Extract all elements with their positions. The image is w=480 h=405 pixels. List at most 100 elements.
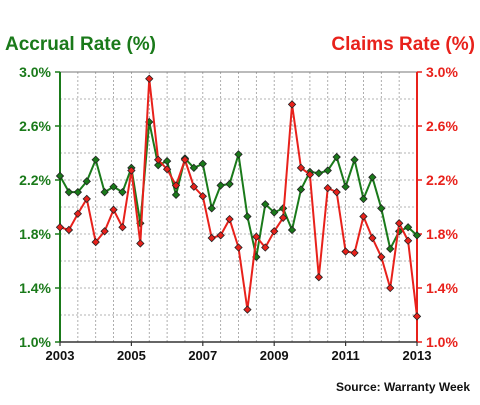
claims-data-point [216, 231, 225, 240]
claims-data-point [341, 247, 350, 256]
accrual-data-point [198, 159, 207, 168]
accrual-data-point [73, 187, 83, 197]
claims-data-point [305, 170, 315, 179]
accrual-data-point [350, 155, 359, 164]
x-tick-label: 2009 [260, 348, 289, 363]
claims-data-point [278, 213, 288, 222]
left-y-tick-label: 3.0% [19, 64, 51, 80]
series-layer [55, 74, 422, 321]
gridlines [60, 71, 417, 342]
accrual-data-point [171, 190, 181, 200]
left-y-tick-label: 1.0% [19, 334, 51, 350]
accrual-data-point [162, 156, 172, 166]
x-tick-label: 2011 [331, 348, 359, 363]
claims-data-point [207, 233, 216, 243]
claims-data-point [118, 223, 127, 232]
claims-data-point [394, 219, 404, 228]
claims-data-point [332, 187, 341, 197]
source-note: Source: Warranty Week [336, 380, 470, 394]
claims-data-point [261, 243, 270, 252]
claims-data-point [252, 232, 261, 241]
axes [55, 71, 422, 346]
x-tick-label: 2003 [46, 348, 75, 363]
claims-data-point [136, 239, 145, 248]
accrual-data-point [332, 152, 341, 162]
right-y-tick-label: 2.6% [426, 118, 458, 134]
claims-data-point [234, 243, 243, 252]
claims-data-point [359, 212, 368, 221]
claims-data-point [198, 192, 207, 201]
claims-data-point [127, 166, 136, 175]
claims-data-point [225, 214, 234, 224]
accrual-data-point [412, 231, 422, 240]
accrual-data-point [234, 150, 243, 159]
accrual-data-point [64, 187, 74, 197]
accrual-data-point [154, 160, 163, 170]
accrual-data-point [377, 204, 386, 213]
claims-data-point [323, 183, 332, 193]
accrual-data-point [261, 200, 270, 209]
claims-data-point [109, 205, 118, 214]
accrual-data-point [296, 185, 306, 194]
left-y-tick-label: 1.4% [19, 280, 51, 296]
x-tick-label: 2007 [188, 348, 217, 363]
claims-data-point [314, 273, 323, 282]
left-y-tick-label: 1.8% [19, 226, 51, 242]
claims-data-point [412, 312, 422, 321]
claims-data-point [154, 155, 163, 164]
claims-data-point [377, 252, 386, 262]
left-y-tick-label: 2.6% [19, 118, 51, 134]
accrual-data-point [100, 187, 109, 197]
claims-data-point [100, 227, 109, 236]
claims-data-point [189, 182, 199, 191]
claims-data-point [403, 236, 413, 245]
accrual-data-point [341, 182, 350, 191]
claims-data-point [171, 181, 181, 190]
accrual-data-point [314, 169, 323, 178]
claims-data-point [162, 165, 172, 174]
right-y-tick-label: 1.4% [426, 280, 458, 296]
claims-data-point [350, 248, 359, 258]
left-axis-title: Accrual Rate (%) [5, 34, 156, 55]
accrual-data-point [216, 181, 225, 190]
claims-data-point [368, 233, 377, 243]
accrual-data-point [243, 212, 252, 221]
accrual-data-point [55, 171, 65, 181]
accrual-data-point [386, 244, 395, 254]
claims-data-point [270, 227, 279, 236]
accrual-data-point [225, 179, 234, 189]
claims-data-point [386, 283, 395, 293]
x-tick-label: 2005 [117, 348, 146, 363]
claims-data-point [91, 237, 100, 247]
accrual-data-point [323, 166, 332, 175]
accrual-data-point [287, 225, 297, 235]
x-tick-label: 2013 [403, 348, 432, 363]
accrual-data-point [207, 204, 216, 213]
accrual-data-point [368, 173, 377, 182]
left-y-tick-label: 2.2% [19, 172, 51, 188]
claims-data-point [64, 225, 74, 235]
claims-data-point [73, 209, 83, 218]
claims-data-point [243, 305, 252, 314]
right-y-tick-label: 2.2% [426, 172, 458, 188]
claims-data-point [82, 194, 91, 204]
accrual-data-point [82, 177, 91, 186]
claims-data-point [145, 74, 154, 83]
right-y-tick-label: 1.0% [426, 334, 458, 350]
accrual-data-point [118, 187, 127, 197]
accrual-data-point [359, 194, 368, 204]
claims-data-point [287, 100, 297, 109]
accrual-data-point [189, 163, 199, 173]
accrual-data-point [270, 208, 279, 217]
tick-labels: 1.0% 1.0% 1.4% 1.4% 1.8% 1.8% 2.2% 2.2% 2.6% 2.6%… [19, 64, 458, 363]
right-axis-title: Claims Rate (%) [331, 34, 475, 55]
right-y-tick-label: 3.0% [426, 64, 458, 80]
accrual-data-point [109, 182, 118, 191]
claims-data-point [296, 163, 306, 173]
accrual-data-point [91, 155, 100, 164]
claims-data-point [180, 155, 190, 164]
right-y-tick-label: 1.8% [426, 226, 458, 242]
accrual-data-point [403, 223, 413, 232]
